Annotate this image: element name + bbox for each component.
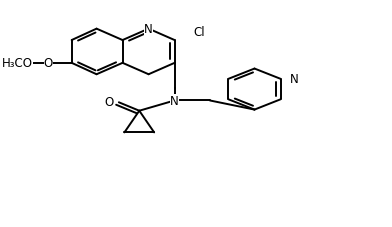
Text: Cl: Cl (193, 26, 205, 39)
Text: O: O (104, 95, 113, 108)
Text: H₃CO: H₃CO (2, 57, 33, 70)
Text: N: N (170, 94, 179, 108)
Text: N: N (290, 73, 299, 86)
Text: O: O (44, 57, 53, 70)
Text: N: N (144, 23, 153, 36)
